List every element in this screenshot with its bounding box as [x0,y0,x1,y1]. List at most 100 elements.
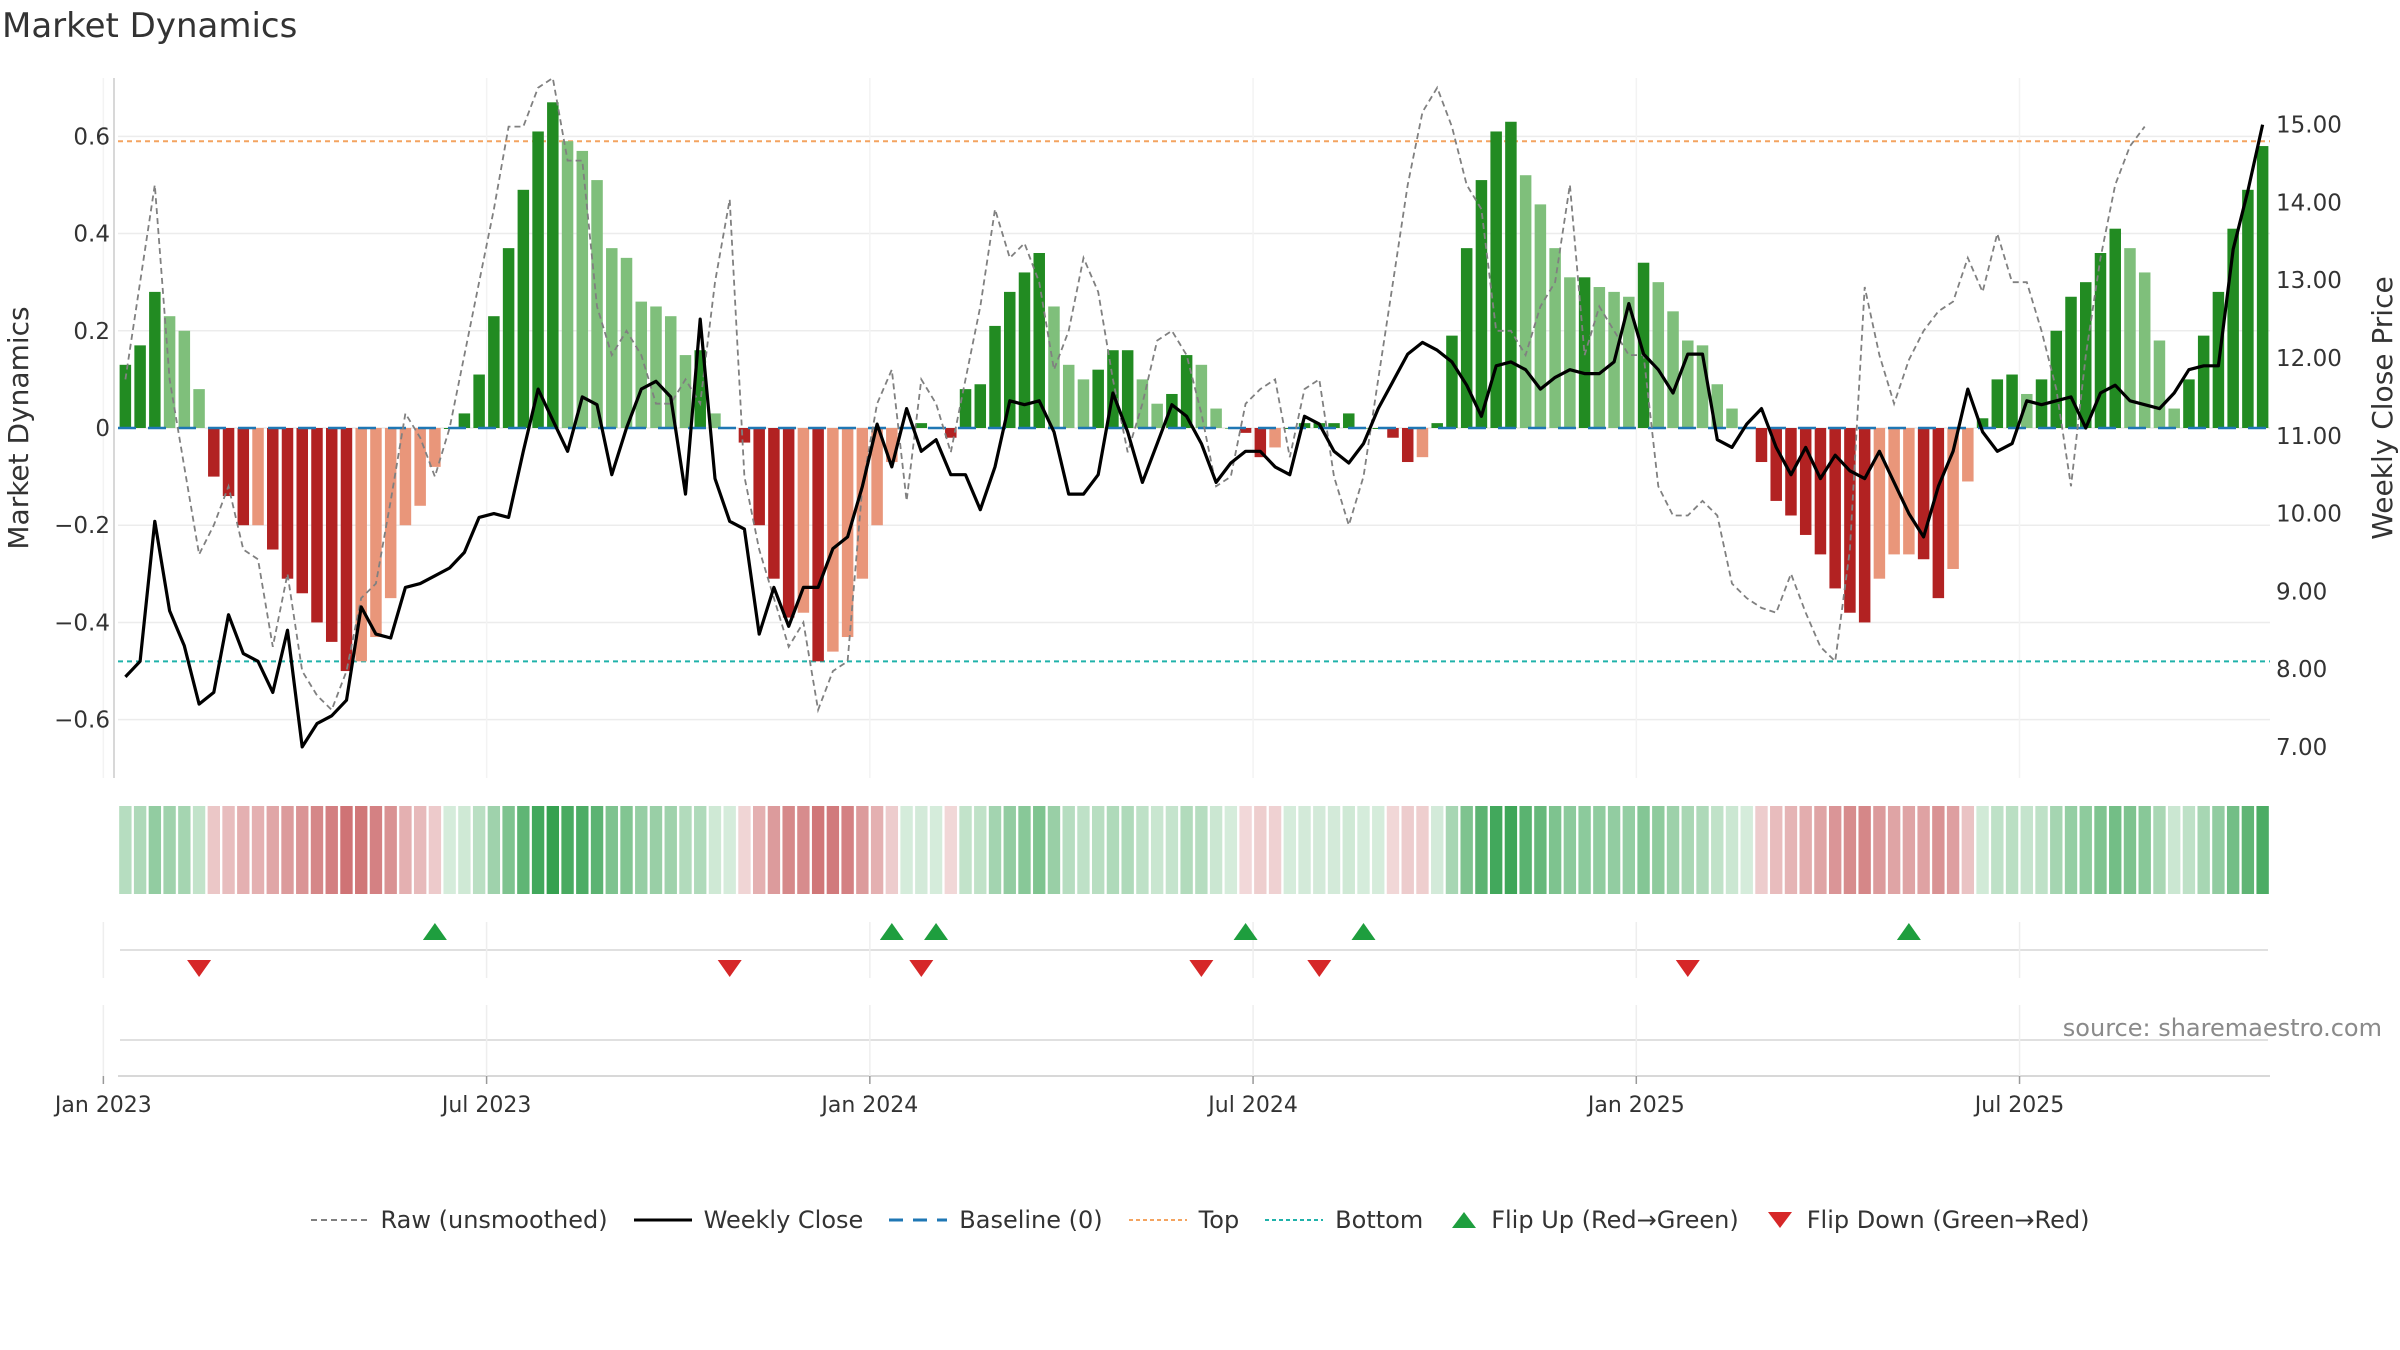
regime-cell [929,806,943,894]
regime-cell [1416,806,1429,894]
bar [768,428,780,579]
regime-cell [472,806,486,894]
bar [1755,428,1768,463]
bar [311,428,323,623]
regime-cell [900,806,913,894]
regime-cell [531,806,545,894]
left-tick-label: −0.4 [54,610,110,636]
bar [1991,379,2004,428]
regime-cell [576,806,589,894]
regime-cell [222,806,235,894]
regime-cell [1784,806,1798,894]
regime-cell [1873,806,1886,894]
bar [1475,180,1488,428]
left-tick-label: 0 [95,416,110,442]
bar [1726,408,1738,428]
legend-item-flip-down: Flip Down (Green→Red) [1765,1206,2090,1234]
regime-cell [1666,806,1680,894]
bar [2109,228,2121,428]
regime-cell [1342,806,1355,894]
regime-cell [1298,806,1311,894]
bar [1166,393,1178,428]
regime-cell [959,806,972,894]
legend-label: Flip Up (Red→Green) [1491,1206,1739,1234]
regime-cell [2109,806,2122,894]
regime-cell [1431,806,1444,894]
regime-cell [2050,806,2063,894]
x-tick-label: Jan 2024 [819,1093,918,1118]
regime-cell [1770,806,1783,894]
legend-label: Raw (unsmoothed) [380,1206,608,1234]
bar [2197,335,2210,428]
regime-cell [1622,806,1636,894]
regime-cell [635,806,648,894]
bar [473,374,485,428]
regime-cell [1372,806,1385,894]
black-solid-line-icon [633,1218,692,1222]
left-tick-label: 0.2 [73,319,110,345]
regime-cell [251,806,265,894]
regime-cell [590,806,604,894]
bar [488,316,500,428]
x-tick-label: Jul 2025 [1973,1093,2065,1118]
regime-cell [1725,806,1739,894]
bar [1077,379,1090,428]
regime-cell [2035,806,2048,894]
regime-cell [369,806,383,894]
bar [827,428,839,652]
left-axis-title: Market Dynamics [2,306,35,549]
bar [812,428,824,662]
bar [915,423,928,428]
bar [989,325,1001,428]
bar [1195,364,1208,428]
bar [1328,423,1340,428]
bar [1107,350,1119,428]
flip-down-marker [187,960,212,977]
regime-cell [266,806,279,894]
bar [414,428,426,506]
regime-cell [885,806,899,894]
right-tick-label: 15.00 [2276,113,2342,139]
flip-down-marker [1675,960,1700,977]
regime-cell [811,806,825,894]
right-tick-label: 11.00 [2276,424,2342,450]
bar [1018,272,1031,428]
regime-cell [1268,806,1282,894]
bar [296,428,308,594]
bar [1121,350,1134,428]
bar [2256,146,2269,429]
bar [886,428,898,463]
regime-cell [502,806,515,894]
bar [2021,393,2033,428]
bar [325,428,338,642]
bar [1976,418,1989,428]
regime-cell [1696,806,1709,894]
bar [399,428,412,526]
bar [709,413,721,428]
regime-cell [826,806,840,894]
regime-cell [355,806,368,894]
regime-cell [1475,806,1488,894]
bar [1888,428,1900,555]
bar [1062,364,1075,428]
bar [561,141,574,428]
regime-cell [782,806,795,894]
regime-cell [2226,806,2240,894]
regime-cell [2138,806,2151,894]
bar [134,345,146,428]
regime-cell [1814,806,1827,894]
regime-cell [2256,806,2269,894]
regime-cell [1445,806,1459,894]
bar [1623,296,1635,428]
bar [1917,428,1930,560]
bar [119,364,132,428]
regime-cell [1991,806,2004,894]
bar [664,316,677,428]
regime-cell [1018,806,1031,894]
bar [267,428,279,550]
bar [1033,253,1045,428]
regime-cell [1327,806,1341,894]
regime-cell [1902,806,1916,894]
regime-cell [487,806,501,894]
regime-cell [281,806,294,894]
